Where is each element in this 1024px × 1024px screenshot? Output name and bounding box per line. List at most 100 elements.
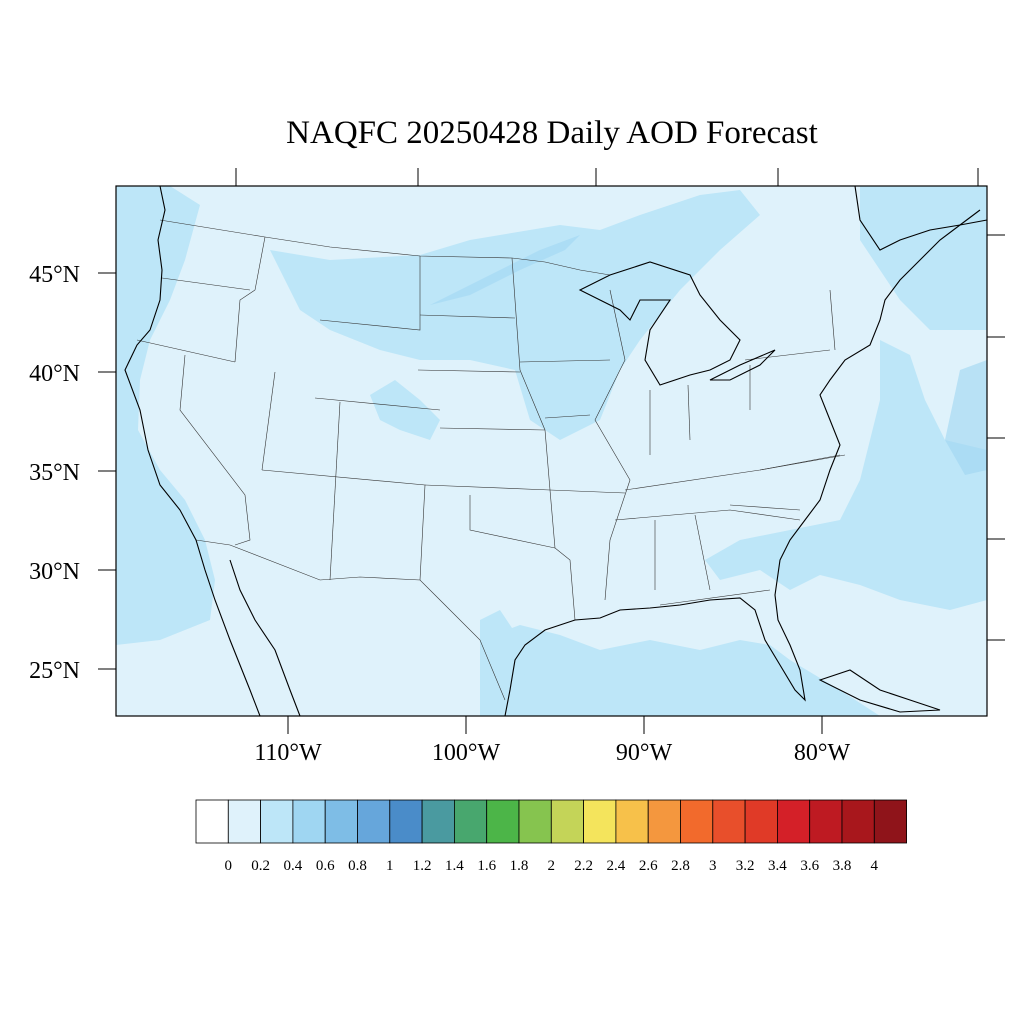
colorbar-box — [712, 799, 746, 844]
lon-label: 80°W — [794, 740, 851, 766]
colorbar-label: 0.6 — [316, 858, 335, 874]
colorbar-box — [647, 799, 681, 844]
pa-ny-line — [744, 349, 831, 361]
ne-ks-line — [439, 427, 546, 431]
pacific-coastline — [124, 185, 261, 717]
latitude-labels: 45°N 40°N 35°N 30°N 25°N — [29, 262, 80, 684]
colorbar-label: 0.8 — [348, 858, 367, 874]
map-title: NAQFC 20250428 Daily AOD Forecast — [286, 115, 818, 151]
mn-ia-line — [519, 359, 611, 363]
lat-label: 30°N — [29, 559, 80, 585]
colorbar-label: 2 — [548, 858, 556, 874]
nc-sc-line — [729, 504, 801, 511]
mex-border — [195, 539, 506, 701]
aod-northern-plume — [270, 190, 760, 440]
wy-co-line — [314, 397, 441, 411]
great-lakes-outline — [578, 261, 741, 386]
mississippi-line — [594, 289, 631, 601]
colorbar-label: 3.4 — [768, 858, 787, 874]
aod-atlantic-band — [705, 340, 987, 610]
ga-fl-line — [659, 589, 771, 606]
colorbar-label: 3.6 — [800, 858, 819, 874]
va-nc-line — [759, 454, 841, 471]
lake-erie-outline — [709, 349, 776, 381]
lon-label: 90°W — [616, 740, 673, 766]
lat-label: 35°N — [29, 460, 80, 486]
tn-ms-line — [614, 509, 801, 521]
coastlines — [124, 185, 988, 717]
state-boundaries — [136, 219, 846, 701]
ca-or-line — [136, 339, 236, 363]
colorbar-box — [777, 799, 811, 844]
colorbar-box — [453, 799, 488, 844]
mt-wy-line — [319, 256, 421, 331]
colorbar-label: 0.2 — [251, 858, 270, 874]
map-border — [115, 185, 988, 717]
ny-ne-line — [829, 289, 836, 351]
id-mt-line — [234, 236, 266, 363]
colorbar-label: 3 — [709, 858, 717, 874]
map-panel — [115, 185, 988, 717]
colorbar-box — [873, 799, 907, 844]
lon-label: 110°W — [254, 740, 322, 766]
colorbar-label: 2.6 — [639, 858, 658, 874]
colorbar-label: 4 — [871, 858, 879, 874]
colorbar-box — [518, 799, 552, 844]
colorbar-box — [744, 799, 778, 844]
colorbar-label: 3.2 — [736, 858, 755, 874]
colorbar-label: 1.6 — [477, 858, 496, 874]
colorbar-box — [809, 799, 843, 844]
colorbar-box — [195, 799, 229, 844]
colorbar-box — [324, 799, 358, 844]
canada-northeast-coast — [854, 185, 988, 251]
colorbar-label: 2.4 — [607, 858, 626, 874]
nv-ut-line — [261, 371, 276, 471]
longitude-labels: 110°W 100°W 90°W 80°W — [254, 740, 850, 766]
colorbar-boxes — [195, 799, 907, 844]
plains-east-line — [511, 257, 576, 621]
aod-atlantic-core — [945, 360, 987, 475]
axis-ticks — [98, 168, 1005, 734]
colorbar-box — [357, 799, 391, 844]
nd-sd-line — [419, 314, 516, 319]
colorbar-box — [680, 799, 714, 844]
colorbar-box — [841, 799, 875, 844]
ut-co-line — [329, 401, 341, 581]
colorbar-label: 0 — [225, 858, 233, 874]
colorbar-label: 1.8 — [510, 858, 529, 874]
colorbar-label: 1 — [386, 858, 394, 874]
us-canada-border — [159, 219, 611, 276]
aod-gulf-west — [480, 610, 530, 716]
colorbar-label: 2.2 — [574, 858, 593, 874]
colorbar-box — [486, 799, 520, 844]
lat-label: 40°N — [29, 361, 80, 387]
aod-gulf-band — [480, 625, 880, 716]
aod-rockies-patch — [370, 380, 440, 440]
aod-lakes-band — [860, 186, 987, 330]
colorbar-box — [292, 799, 326, 844]
ia-mo-line — [544, 414, 591, 419]
colorbar-box — [260, 799, 294, 844]
colorbar-box — [550, 799, 584, 844]
colorbar-box — [615, 799, 649, 844]
lat-label: 25°N — [29, 658, 80, 684]
colorbar-labels: 0 0.2 0.4 0.6 0.8 1 1.2 1.4 1.6 1.8 2 2.2 2.4 2.6 2.8 3… — [225, 858, 879, 874]
colorbar-label: 3.8 — [833, 858, 852, 874]
colorbar-box — [583, 799, 617, 844]
baja-coastline — [229, 559, 301, 717]
aod-plume-core — [430, 235, 580, 305]
colorbar-box — [421, 799, 455, 844]
ca-east-line — [179, 354, 251, 546]
colorbar-label: 2.8 — [671, 858, 690, 874]
wa-or-line — [161, 277, 251, 291]
ok-tx-line — [469, 495, 556, 549]
lon-label: 100°W — [432, 740, 501, 766]
gulf-coastline — [504, 209, 981, 717]
lat-label: 45°N — [29, 262, 80, 288]
colorbar-label: 0.4 — [284, 858, 303, 874]
colorbar-box — [389, 799, 423, 844]
colorbar: 0 0.2 0.4 0.6 0.8 1 1.2 1.4 1.6 1.8 2 2.2 2.4 2.6 2.8 3… — [195, 799, 907, 874]
in-oh-line — [687, 384, 691, 441]
colorbar-label: 1.2 — [413, 858, 432, 874]
